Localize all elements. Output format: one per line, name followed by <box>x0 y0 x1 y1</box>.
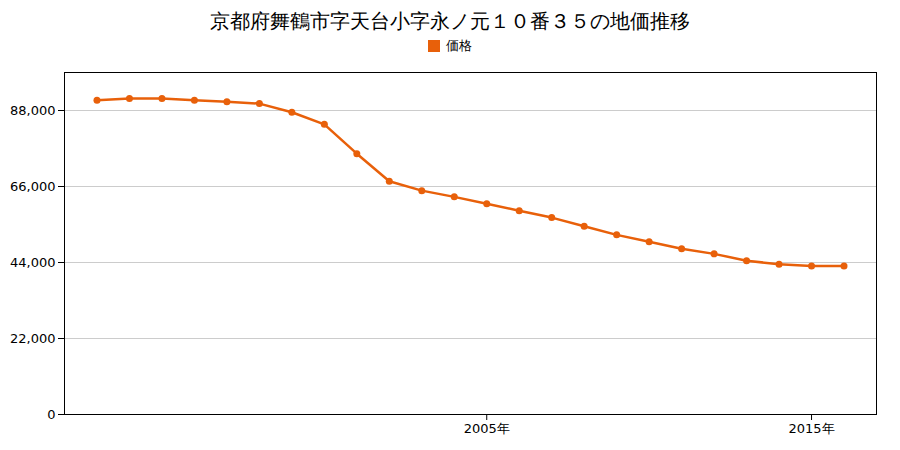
svg-text:2005年: 2005年 <box>464 421 510 436</box>
svg-text:66,000: 66,000 <box>10 179 56 194</box>
svg-text:44,000: 44,000 <box>10 255 56 270</box>
svg-text:0: 0 <box>47 407 55 422</box>
svg-text:2015年: 2015年 <box>788 421 834 436</box>
svg-text:88,000: 88,000 <box>10 103 56 118</box>
svg-text:22,000: 22,000 <box>10 331 56 346</box>
html-text:京都府舞鶴市字天台小字永ノ元１０番３５の地価推移: 京都府舞鶴市字天台小字永ノ元１０番３５の地価推移 <box>210 9 690 33</box>
html-text:価格: 価格 <box>446 38 472 53</box>
